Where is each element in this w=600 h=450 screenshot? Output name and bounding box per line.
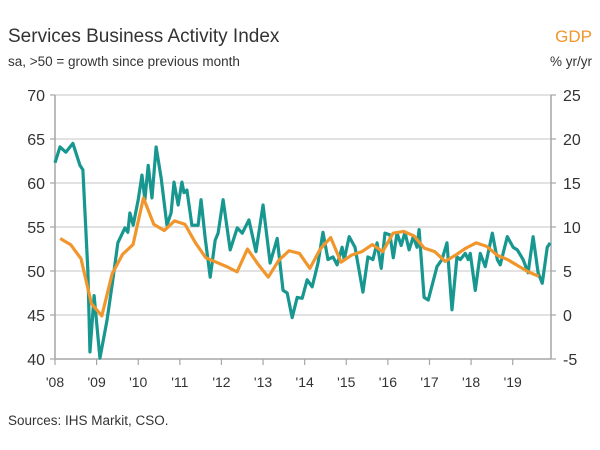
services-pmi-line	[53, 141, 552, 360]
x-tick-label: '10	[129, 374, 147, 390]
y-tick-label-left: 70	[27, 88, 45, 105]
source-note: Sources: IHS Markit, CSO.	[8, 413, 169, 428]
y-tick-label-right: 5	[563, 264, 572, 281]
tick-labels: 40 45 50 55 60 65 70 -5 0 5 10 15 20 25 '08 '09 '10 '11 '1…	[27, 88, 581, 390]
chart-title: Services Business Activity Index	[8, 26, 280, 47]
x-tick-label: '09	[87, 374, 105, 390]
x-tick-label: '14	[296, 374, 314, 390]
right-axis-unit: % yr/yr	[550, 54, 593, 69]
y-tick-label-right: 15	[563, 176, 581, 193]
x-tick-label: '17	[420, 374, 438, 390]
x-tick-label: '11	[171, 374, 188, 390]
y-tick-label-right: 25	[563, 88, 581, 105]
y-tick-label-left: 50	[27, 264, 45, 281]
gdp-line	[59, 196, 540, 318]
y-tick-label-right: 10	[563, 220, 581, 237]
x-tick-label: '19	[504, 374, 522, 390]
y-tick-label-left: 65	[27, 132, 45, 149]
right-axis-title: GDP	[555, 27, 592, 46]
chart-subtitle: sa, >50 = growth since previous month	[8, 54, 240, 69]
y-tick-label-right: 20	[563, 132, 581, 149]
y-tick-label-left: 55	[27, 220, 45, 237]
y-tick-label-left: 60	[27, 176, 45, 193]
x-tick-label: '18	[462, 374, 480, 390]
y-tick-label-right: 0	[563, 308, 572, 325]
x-tick-label: '15	[337, 374, 355, 390]
x-tick-label: '16	[379, 374, 397, 390]
series-lines	[53, 141, 552, 360]
x-tick-label: '08	[46, 374, 64, 390]
y-tick-label-left: 40	[27, 352, 45, 369]
x-tick-label: '12	[212, 374, 230, 390]
x-tick-label: '13	[254, 374, 272, 390]
y-tick-label-right: -5	[563, 352, 577, 369]
y-tick-label-left: 45	[27, 308, 45, 325]
axes	[50, 94, 556, 365]
